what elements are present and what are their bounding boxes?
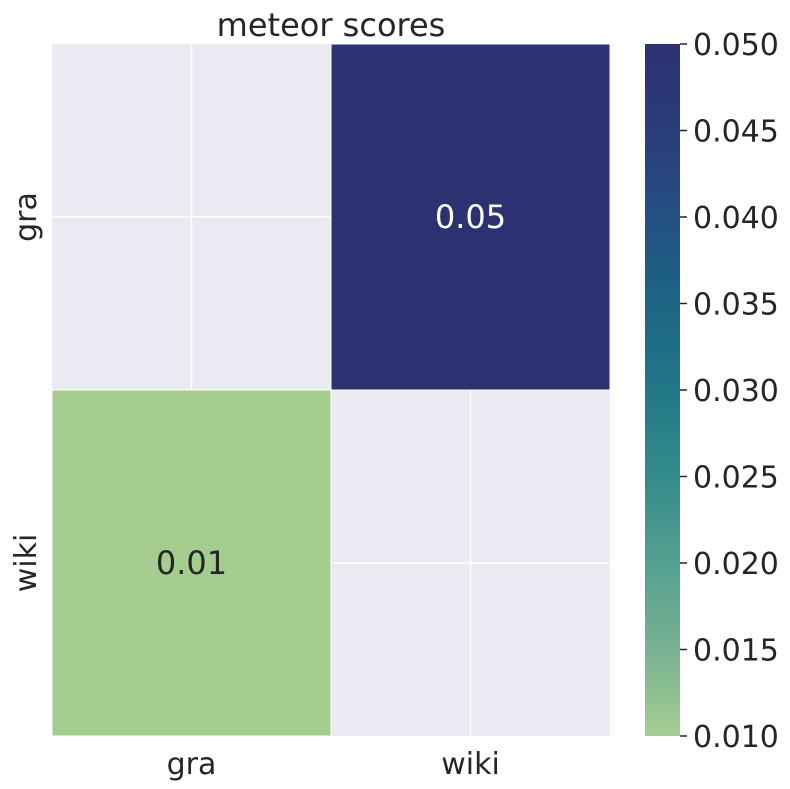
colorbar-tick-label: 0.020 (693, 547, 779, 582)
heatmap-cell (330, 43, 611, 391)
colorbar-tick-label: 0.045 (693, 115, 779, 150)
colorbar-tick-label: 0.050 (693, 28, 779, 63)
cell-annotation: 0.05 (435, 198, 506, 236)
colorbar-tick-label: 0.030 (693, 374, 779, 409)
colorbar-tick-label: 0.025 (693, 461, 779, 496)
cell-annotation: 0.01 (156, 544, 227, 582)
colorbar-tick-label: 0.040 (693, 201, 779, 236)
x-tick-label: wiki (441, 747, 500, 782)
x-tick-label: gra (167, 747, 217, 782)
colorbar-gradient (645, 44, 680, 736)
colorbar-tick-label: 0.015 (693, 634, 779, 669)
x-axis-ticks: gra wiki (167, 747, 500, 782)
y-axis-ticks: gra wiki (9, 192, 44, 592)
colorbar-tick-label: 0.035 (693, 288, 779, 323)
colorbar-tick-label: 0.010 (693, 720, 779, 755)
y-tick-label: gra (9, 192, 44, 242)
heatmap-cell (51, 389, 332, 737)
colorbar: 0.010 0.015 0.020 0.025 0.030 0.035 0.040 0.045… (645, 28, 779, 755)
y-tick-label: wiki (9, 534, 44, 593)
chart-title: meteor scores (217, 6, 446, 44)
heatmap-area: 0.05 0.01 (51, 43, 611, 737)
